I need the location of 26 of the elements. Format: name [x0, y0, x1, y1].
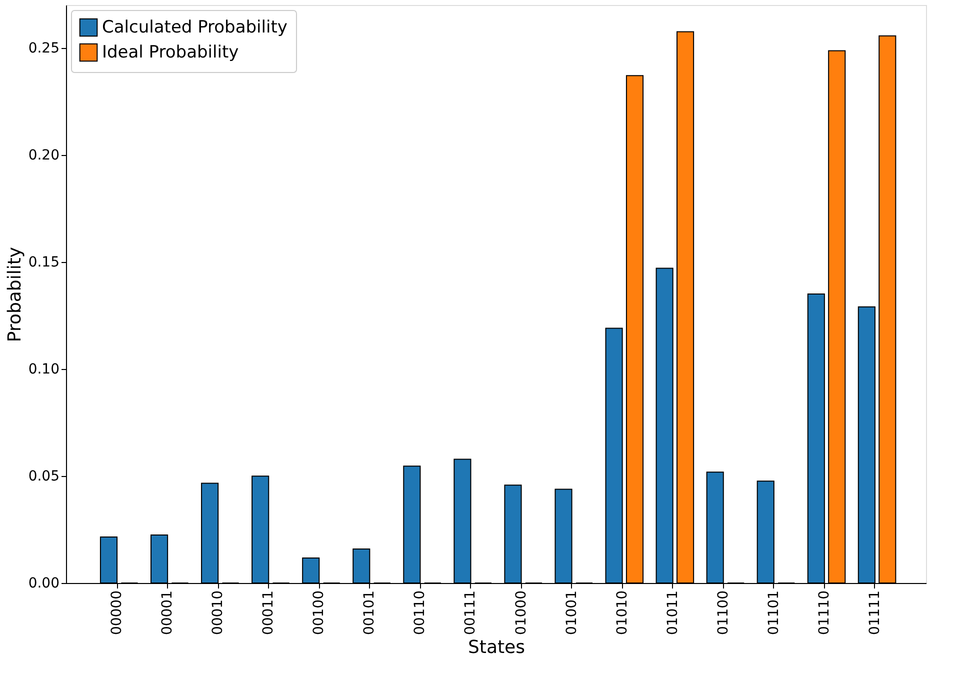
y-tick-label: 0.20: [28, 147, 60, 164]
x-tick-label: 01000: [513, 590, 530, 636]
y-tick-label: 0.05: [28, 468, 60, 484]
x-tick-label: 01011: [664, 590, 681, 636]
x-tick-label: 00100: [311, 590, 328, 636]
x-axis-title: States: [468, 637, 526, 658]
x-tick-label: 01101: [766, 590, 782, 636]
legend-label: Ideal Probability: [102, 42, 239, 62]
x-tick-label: 00101: [362, 590, 378, 636]
x-tick-label: 01111: [866, 590, 883, 636]
x-tick-label: 00110: [412, 590, 428, 636]
y-tick-label: 0.10: [28, 361, 60, 378]
x-tick-label: 00010: [210, 590, 226, 636]
x-tick-label: 00001: [160, 590, 176, 636]
x-tick-label: 00111: [462, 590, 479, 636]
x-tick-label: 00011: [260, 590, 277, 636]
x-tick-label: 01001: [564, 590, 580, 636]
y-tick-label: 0.25: [28, 40, 60, 56]
y-tick-label: 0.00: [28, 576, 60, 592]
y-tick-label: 0.15: [28, 254, 60, 270]
x-tick-label: 01100: [715, 590, 732, 636]
x-tick-label: 00000: [109, 590, 126, 636]
x-tick-label: 01110: [816, 590, 832, 636]
legend-label: Calculated Probability: [102, 18, 288, 38]
x-tick-label: 01010: [614, 590, 630, 636]
y-axis-title: Probability: [4, 246, 26, 342]
